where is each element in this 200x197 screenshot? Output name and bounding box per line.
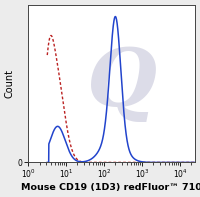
X-axis label: Mouse CD19 (1D3) redFluor™ 710: Mouse CD19 (1D3) redFluor™ 710 (21, 183, 200, 192)
Text: Q: Q (87, 45, 157, 122)
Y-axis label: Count: Count (5, 69, 15, 98)
